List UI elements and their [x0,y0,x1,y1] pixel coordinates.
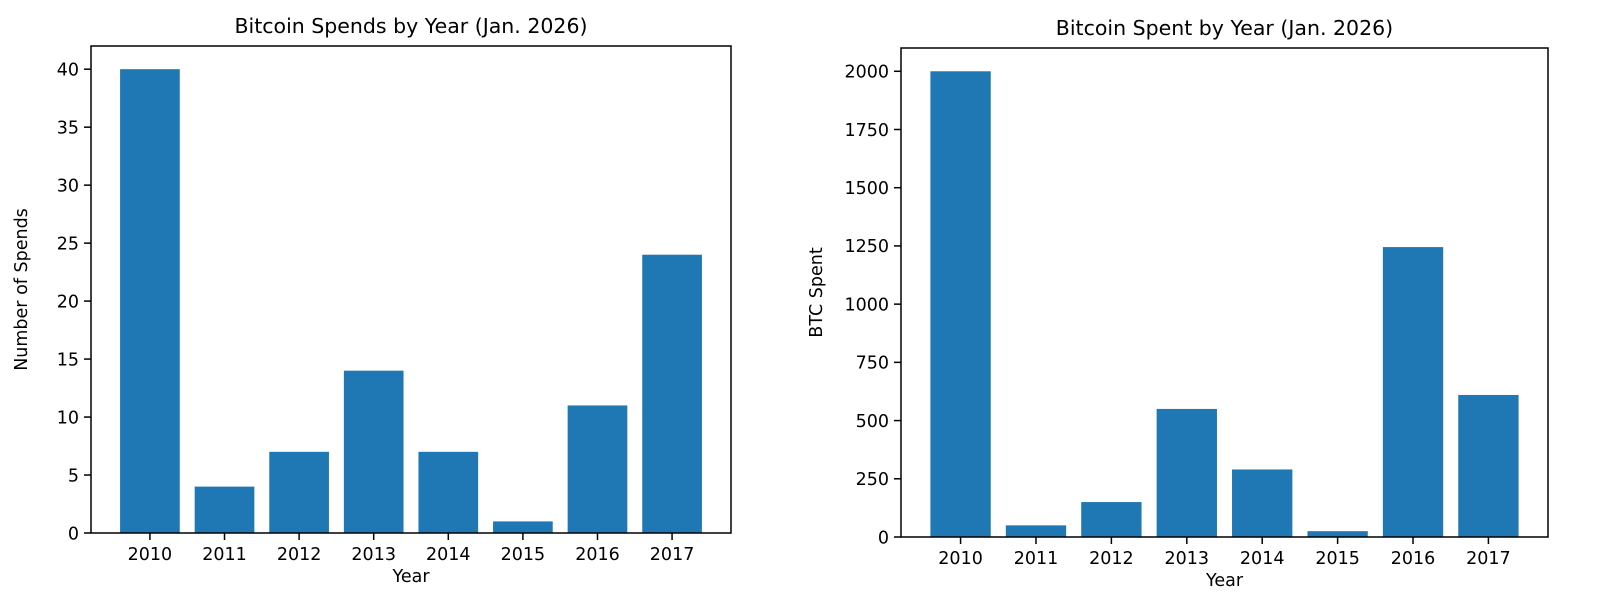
bar-2014 [1232,469,1293,537]
bar-2017 [1458,394,1519,537]
x-tick-label: 2016 [575,545,620,565]
x-tick-label: 2012 [1089,549,1134,569]
x-tick-label: 2017 [650,545,695,565]
y-tick-label: 1000 [844,295,889,315]
x-tick-label: 2010 [938,549,983,569]
bar-2013 [1156,408,1217,537]
y-tick-label: 1250 [844,237,889,257]
bar-2015 [493,521,553,533]
y-tick-label: 250 [856,470,889,490]
y-tick-label: 40 [57,60,79,80]
x-tick-label: 2017 [1466,549,1511,569]
btc-spent-chart-svg: 0 250 500 750 1000 1250 1500 1750 2000 2010 2011 20… [807,16,1549,591]
y-tick-label: 10 [57,408,79,428]
spends-count-bar-chart: 0 5 10 15 20 25 30 35 40 2010 2011 2012 2013 2014 2015… [12,14,732,587]
x-tick-label: 2015 [1315,549,1360,569]
btc-spent-bar-chart: 0 250 500 750 1000 1250 1500 1750 2000 2010 2011 20… [800,0,1600,600]
y-tick-label: 2000 [844,63,889,83]
bar-2011 [1005,525,1067,537]
y-tick-label: 15 [57,350,79,370]
y-tick-label: 0 [68,524,79,544]
plot-area [90,45,732,534]
chart-title: Bitcoin Spent by Year (Jan. 2026) [1056,16,1393,40]
x-tick-label: 2011 [1014,549,1059,569]
y-tick-label: 750 [856,354,889,374]
x-tick-label: 2013 [1165,549,1210,569]
y-tick-label: 5 [68,466,79,486]
bar-2010 [930,71,991,537]
x-tick-label: 2014 [1240,549,1285,569]
y-tick-label: 35 [57,118,79,138]
x-axis-label: Year [1205,571,1244,591]
y-tick-label: 20 [57,292,79,312]
x-tick-label: 2014 [426,545,471,565]
plot-area [900,47,1549,538]
bar-2011 [194,486,255,533]
bar-2016 [567,405,628,533]
y-axis-label: BTC Spent [807,247,827,338]
y-tick-label: 1500 [844,179,889,199]
y-tick-label: 500 [856,412,889,432]
x-tick-label: 2010 [128,545,173,565]
bar-2012 [269,451,329,533]
bar-2010 [120,69,180,533]
x-axis-label: Year [391,567,430,587]
bar-2013 [343,370,404,533]
bar-2015 [1307,531,1368,537]
y-tick-label: 30 [57,176,79,196]
x-tick-label: 2013 [351,545,396,565]
x-tick-label: 2012 [277,545,322,565]
y-tick-label: 1750 [844,121,889,141]
bar-2016 [1382,247,1444,537]
y-tick-label: 25 [57,234,79,254]
bar-2012 [1081,502,1142,537]
x-tick-label: 2011 [202,545,247,565]
x-tick-label: 2016 [1391,549,1436,569]
bar-2014 [418,451,479,533]
x-tick-label: 2015 [501,545,546,565]
chart-title: Bitcoin Spends by Year (Jan. 2026) [234,14,587,38]
y-tick-label: 0 [878,528,889,548]
y-axis-label: Number of Spends [12,208,32,371]
spends-count-chart-svg: 0 5 10 15 20 25 30 35 40 2010 2011 2012 2013 2014 2015… [12,14,732,587]
bar-2017 [642,254,702,533]
